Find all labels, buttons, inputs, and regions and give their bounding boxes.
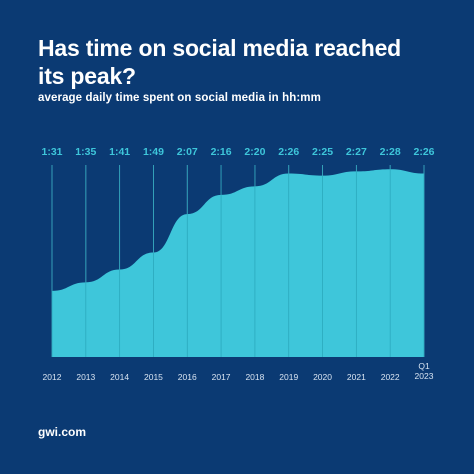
data-label: 2:28 xyxy=(380,146,401,158)
data-label: 2:16 xyxy=(211,146,232,158)
x-tick-label: 2013 xyxy=(76,372,95,382)
data-label: 2:27 xyxy=(346,146,367,158)
x-tick-label: 2017 xyxy=(212,372,231,382)
x-tick-label: 2012 xyxy=(43,372,62,382)
x-tick-label: 2016 xyxy=(178,372,197,382)
x-tick-label: 2023 xyxy=(415,371,434,381)
data-label: 2:07 xyxy=(177,146,198,158)
x-tick-label: 2015 xyxy=(144,372,163,382)
x-tick-label: 2022 xyxy=(381,372,400,382)
x-tick-label: Q1 xyxy=(418,361,430,371)
data-label: 2:20 xyxy=(244,146,265,158)
data-labels: 1:31 1:35 1:41 1:49 2:07 2:16 2:20 2:26 2:25 2:27… xyxy=(41,146,434,158)
brand-logo-text: gwi.com xyxy=(38,425,87,439)
x-tick-label: 2020 xyxy=(313,372,332,382)
x-tick-label: 2021 xyxy=(347,372,366,382)
chart-title: Has time on social media reached its pea… xyxy=(38,35,402,89)
data-label: 2:26 xyxy=(278,146,299,158)
x-tick-label: 2018 xyxy=(245,372,264,382)
data-label: 1:41 xyxy=(109,146,130,158)
data-label: 1:49 xyxy=(143,146,164,158)
x-tick-label: 2019 xyxy=(279,372,298,382)
x-axis: 2012 2013 2014 2015 2016 2017 2018 2019 2020 2021… xyxy=(43,361,434,382)
data-label: 2:25 xyxy=(312,146,333,158)
x-tick-label: 2014 xyxy=(110,372,129,382)
data-label: 1:35 xyxy=(75,146,96,158)
data-label: 1:31 xyxy=(41,146,62,158)
data-label: 2:26 xyxy=(413,146,434,158)
chart-subtitle: average daily time spent on social media… xyxy=(38,92,321,104)
area-series xyxy=(52,169,424,357)
